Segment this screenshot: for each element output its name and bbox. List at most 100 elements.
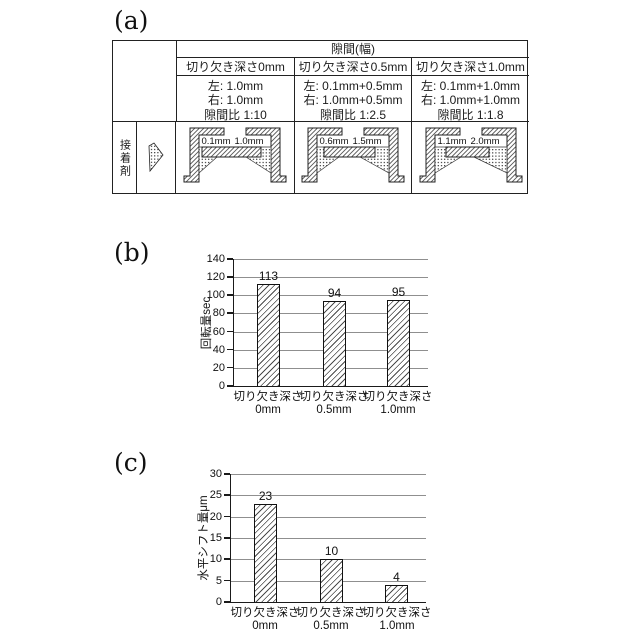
- spec-gap-ratio: 隙間比 1:1.8: [437, 108, 504, 122]
- y-tick-label: 5: [189, 574, 230, 588]
- spec-left-gap: 左: 0.1mm+0.5mm: [303, 79, 403, 93]
- lid-bar: [323, 146, 376, 158]
- gridline: [231, 495, 426, 497]
- gridline: [234, 259, 428, 260]
- right-wall: [245, 127, 287, 183]
- bar-value-label: 95: [391, 284, 406, 299]
- joint-diagram-cell-2: 1.1mm 2.0mm: [411, 122, 529, 194]
- x-category-line2: 1.0mm: [379, 620, 415, 632]
- y-tick-label: 0: [192, 379, 233, 393]
- spec-right-gap: 右: 1.0mm: [207, 93, 264, 107]
- left-wall: [183, 127, 225, 183]
- right-gap-label: 1.5mm: [352, 136, 381, 147]
- spec-right-gap: 右: 1.0mm+1.0mm: [420, 93, 521, 107]
- gridline: [231, 474, 426, 475]
- x-category-line2: 0mm: [252, 620, 278, 632]
- x-category-line1: 切り欠き深さ: [230, 607, 300, 619]
- bar-b-0: 113: [257, 269, 280, 386]
- bar-b-2: 95: [387, 285, 410, 386]
- left-wall: [419, 127, 460, 183]
- spec-gap-ratio: 隙間比 1:2.5: [319, 108, 387, 122]
- joint-cross-section-diagram-1: 0.6mm 1.5mm: [301, 127, 405, 183]
- x-category-line1: 切り欠き深さ: [296, 607, 366, 619]
- x-category-label: 切り欠き深さ 0mm: [226, 391, 310, 417]
- x-category-line2: 0.5mm: [313, 620, 349, 632]
- x-category-line2: 0mm: [255, 404, 281, 416]
- panel-label-b: (b): [114, 238, 150, 267]
- y-tick-label: 15: [189, 531, 230, 545]
- gridline: [234, 295, 428, 297]
- panel-label-c: (c): [114, 448, 148, 477]
- x-category-label: 切り欠き深さ 1.0mm: [356, 391, 440, 417]
- table-spec-cell-0: 左: 1.0mm 右: 1.0mm 隙間比 1:10: [176, 76, 294, 122]
- panel-label-a: (a): [114, 6, 149, 35]
- right-gap-label: 1.0mm: [234, 136, 263, 147]
- y-tick-label: 100: [192, 288, 233, 302]
- spec-gap-ratio: 隙間比 1:10: [204, 108, 267, 122]
- y-tick-label: 140: [192, 252, 233, 266]
- x-category-label: 切り欠き深さ 0.5mm: [292, 391, 376, 417]
- bar-c-1: 10: [320, 544, 343, 602]
- right-gap-label: 2.0mm: [470, 136, 499, 147]
- lid-bar: [445, 146, 489, 158]
- x-category-line2: 0.5mm: [316, 404, 352, 416]
- x-category-line1: 切り欠き深さ: [363, 391, 433, 403]
- joint-diagram-cell-0: 0.1mm 1.0mm: [176, 122, 294, 194]
- joint-cross-section-diagram-0: 0.1mm 1.0mm: [183, 127, 287, 183]
- x-category-line1: 切り欠き深さ: [299, 391, 369, 403]
- table-spec-cell-1: 左: 0.1mm+0.5mm 右: 1.0mm+0.5mm 隙間比 1:2.5: [294, 76, 411, 122]
- table-col-header-1: 切り欠き深さ0.5mm: [294, 58, 411, 76]
- left-wall: [301, 127, 343, 183]
- table-diagram-row: 接着剤: [113, 121, 529, 195]
- bar-value-label: 4: [393, 569, 400, 584]
- chart-b-plot: 140 120 100 80 60 40 20 0 回転量sec 113 94 …: [201, 253, 433, 416]
- table-header-gap-width: 隙間(幅): [176, 41, 529, 58]
- gridline: [231, 516, 426, 518]
- joint-diagram-cell-1: 0.6mm 1.5mm: [294, 122, 411, 194]
- adhesive-legend-triangle: [148, 142, 164, 173]
- table-col-header-2: 切り欠き深さ1.0mm: [411, 58, 529, 76]
- x-category-label: 切り欠き深さ 0.5mm: [289, 607, 373, 633]
- adhesive-row-label: 接着剤: [113, 122, 137, 194]
- right-wall: [481, 127, 522, 183]
- lid-bar: [201, 146, 262, 158]
- bar-value-label: 10: [324, 544, 339, 559]
- x-category-line2: 1.0mm: [380, 404, 416, 416]
- bar-c-2: 4: [385, 570, 408, 602]
- spec-right-gap: 右: 1.0mm+0.5mm: [303, 93, 403, 107]
- bar-b-1: 94: [323, 286, 346, 386]
- gridline: [231, 538, 426, 539]
- conditions-table: 隙間(幅) 切り欠き深さ0mm 切り欠き深さ0.5mm 切り欠き深さ1.0mm …: [112, 40, 529, 195]
- y-tick-label: 25: [189, 488, 230, 502]
- y-tick-label: 60: [192, 325, 233, 339]
- chart-c-plot: 30 25 20 15 10 5 0 水平シフト量μm 23 10 4 切り欠き…: [198, 468, 432, 632]
- x-category-label: 切り欠き深さ 1.0mm: [355, 607, 439, 633]
- y-tick-label: 30: [189, 467, 230, 481]
- bar-value-label: 94: [327, 285, 342, 300]
- adhesive-icon-cell: [137, 122, 176, 194]
- bar-c-0: 23: [254, 489, 277, 602]
- bar-value-label: 23: [258, 488, 273, 503]
- joint-cross-section-diagram-2: 1.1mm 2.0mm: [419, 127, 522, 183]
- y-tick-label: 0: [189, 595, 230, 609]
- bar-value-label: 113: [258, 268, 279, 283]
- table-corner-cell: [113, 41, 176, 121]
- y-tick-label: 20: [189, 510, 230, 524]
- y-axis-title: 水平シフト量μm: [198, 495, 210, 581]
- left-gap-label: 1.1mm: [437, 136, 466, 147]
- y-tick-label: 20: [192, 361, 233, 375]
- adhesive-icon: [148, 142, 164, 173]
- left-gap-label: 0.6mm: [319, 136, 348, 147]
- y-tick-label: 10: [189, 552, 230, 566]
- x-category-line1: 切り欠き深さ: [233, 391, 303, 403]
- spec-left-gap: 左: 0.1mm+1.0mm: [420, 79, 521, 93]
- gridline: [234, 277, 428, 279]
- y-tick-label: 120: [192, 270, 233, 284]
- y-tick-label: 40: [192, 343, 233, 357]
- table-spec-cell-2: 左: 0.1mm+1.0mm 右: 1.0mm+1.0mm 隙間比 1:1.8: [411, 76, 529, 122]
- left-gap-label: 0.1mm: [201, 136, 230, 147]
- spec-left-gap: 左: 1.0mm: [207, 79, 264, 93]
- x-category-line1: 切り欠き深さ: [362, 607, 432, 619]
- right-wall: [363, 127, 405, 183]
